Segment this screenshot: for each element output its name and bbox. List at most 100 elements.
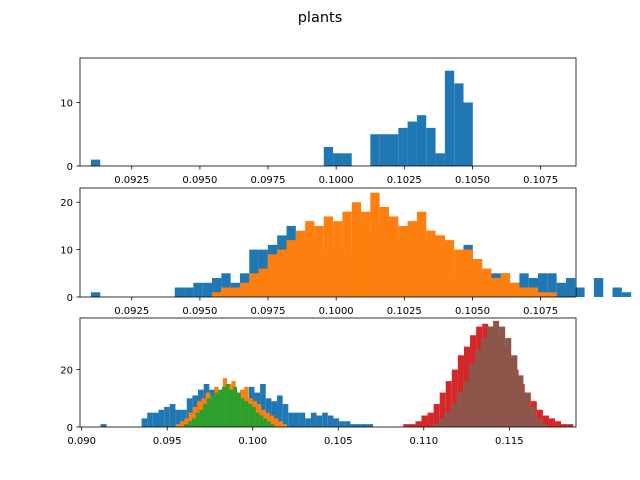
xtick-label-1-5: 0.1025: [387, 175, 422, 186]
panel-1: 0 10 0.0925 0.0950 0.0975 0.1000 0.1025 0.1050 0…: [60, 57, 577, 186]
bar-2-2-34: [398, 225, 408, 297]
bar-1-1-32: [379, 134, 389, 166]
bar-2-2-48: [528, 287, 539, 297]
figure-title: plants: [298, 10, 343, 26]
bar-2-1-10: [174, 287, 185, 297]
bar-3-4-33: [322, 412, 328, 427]
bar-3-4-38: [350, 424, 357, 427]
bar-3-3-11: [493, 320, 500, 427]
bar-2-2-29: [351, 202, 362, 297]
bar-3-6-17: [244, 401, 249, 427]
bar-3-6-3: [191, 418, 196, 427]
bar-1-1-34: [398, 127, 408, 166]
bar-3-2-2: [409, 424, 416, 427]
bar-3-3-1: [432, 424, 439, 427]
bar-3-6-14: [233, 386, 238, 427]
bar-3-6-18: [248, 404, 253, 427]
xtick-label-2-7: 0.1075: [523, 306, 558, 317]
bar-3-4-29: [299, 412, 306, 427]
xtick-label-3-6: 0.115: [495, 436, 524, 447]
ytick-label-3-1: 0: [67, 423, 73, 434]
axes-frame-3: [79, 317, 577, 428]
bar-3-4-4: [158, 409, 165, 427]
bar-3-4-6: [169, 404, 176, 427]
bar-2-2-46: [510, 282, 520, 297]
xtick-label-1-2: 0.0950: [182, 175, 217, 186]
bar-3-5-5: [192, 406, 198, 427]
bar-2-2-44: [491, 278, 501, 297]
bar-2-1-13: [202, 282, 212, 297]
xtick-label-1-6: 0.1050: [455, 175, 490, 186]
xtick-label-1-3: 0.0975: [251, 175, 286, 186]
xtick-label-3-3: 0.100: [238, 436, 267, 447]
bar-3-4-40: [361, 424, 368, 427]
bar-2-2-47: [519, 287, 529, 297]
xtick-label-3-1: 0.090: [67, 436, 96, 447]
bar-2-2-49: [538, 292, 548, 297]
bar-3-5-3: [184, 418, 189, 427]
bar-3-6-22: [263, 418, 268, 427]
bar-3-4-26: [282, 404, 289, 427]
bar-2-2-37: [426, 230, 436, 297]
bar-2-2-28: [342, 211, 352, 297]
bar-3-4-24: [271, 401, 278, 427]
bar-3-3-7: [468, 363, 475, 427]
bar-3-3-19: [541, 424, 548, 427]
bar-3-3-5: [456, 392, 463, 427]
bar-3-3-18: [535, 418, 542, 427]
bar-3-2-9: [451, 369, 458, 427]
bar-2-2-17: [239, 282, 250, 297]
bar-3-3-13: [505, 338, 512, 427]
bar-3-4-32: [316, 415, 323, 427]
bar-1-1-36: [416, 115, 427, 166]
bar-2-2-14: [212, 292, 222, 297]
bar-3-6-20: [255, 412, 260, 427]
xtick-label-2-3: 0.0975: [251, 306, 286, 317]
bar-3-4-35: [333, 418, 340, 427]
bar-3-3-16: [523, 392, 530, 427]
panel-3: 0 20 0.090 0.095 0.100 0.105 0.110 0.115: [60, 317, 577, 447]
bar-3-2-6: [433, 404, 440, 427]
bar-3-4-28: [293, 412, 300, 427]
xtick-label-2-1: 0.0925: [114, 306, 149, 317]
bar-2-2-50: [547, 292, 557, 297]
bar-2-2-23: [295, 230, 306, 297]
bar-3-6-1: [184, 424, 189, 427]
bar-3-6-9: [214, 392, 219, 427]
xtick-label-3-4: 0.105: [324, 436, 353, 447]
bar-2-2-20: [267, 254, 278, 297]
bar-2-2-22: [286, 240, 296, 297]
bar-3-6-12: [225, 383, 230, 427]
panel-2: 0 10 20 0.0925 0.0950 0.0975 0.1000 0.1025 0.105…: [60, 187, 632, 317]
bar-2-2-25: [314, 225, 324, 297]
bar-3-2-28: [567, 424, 574, 427]
bar-3-6-11: [221, 386, 226, 427]
ytick-label-1-2: 10: [60, 98, 73, 109]
bar-3-2-24: [542, 415, 549, 427]
bar-3-2-10: [457, 355, 464, 427]
bar-2-2-32: [379, 206, 389, 297]
bar-3-4-34: [327, 415, 334, 427]
bar-2-2-15: [221, 287, 231, 297]
bar-3-4-1: [141, 418, 148, 427]
bar-1-1-35: [407, 121, 417, 166]
bar-2-2-42: [472, 259, 483, 297]
bar-2-2-39: [444, 240, 455, 297]
bar-3-2-7: [439, 392, 446, 427]
bar-3-4-25: [277, 395, 283, 427]
bar-3-5-25: [278, 421, 283, 427]
xtick-label-2-2: 0.0950: [182, 306, 217, 317]
bar-3-4-27: [288, 412, 294, 427]
bar-3-2-5: [427, 412, 434, 427]
bar-3-5-1: [175, 424, 181, 427]
bar-3-6-7: [206, 398, 211, 427]
bar-3-4-2: [147, 412, 153, 427]
bar-2-1-1: [90, 292, 101, 297]
bar-3-3-15: [517, 375, 524, 427]
bar-3-2-8: [445, 381, 452, 427]
bar-3-5-2: [180, 421, 185, 427]
xtick-label-3-2: 0.095: [153, 436, 182, 447]
bar-2-1-47: [519, 273, 529, 297]
bar-1-1-38: [435, 153, 445, 166]
